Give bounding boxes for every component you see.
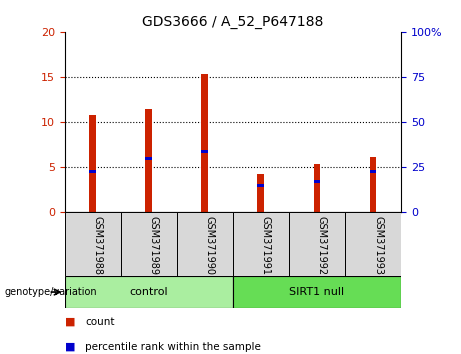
Text: control: control (130, 287, 168, 297)
Text: GSM371990: GSM371990 (205, 216, 215, 275)
Bar (258, 173, 264, 212)
Bar (233, 276, 401, 308)
Text: GSM371991: GSM371991 (261, 216, 271, 275)
Bar (233, 212, 289, 276)
Bar (145, 109, 152, 212)
Bar (65, 276, 233, 308)
Title: GDS3666 / A_52_P647188: GDS3666 / A_52_P647188 (142, 16, 324, 29)
Bar (121, 212, 177, 276)
Text: count: count (85, 317, 115, 327)
Bar (89, 115, 96, 212)
Bar (89, 170, 96, 173)
Text: GSM371993: GSM371993 (373, 216, 383, 275)
Text: percentile rank within the sample: percentile rank within the sample (85, 342, 261, 352)
Text: SIRT1 null: SIRT1 null (290, 287, 344, 297)
Bar (201, 74, 208, 212)
Bar (370, 170, 376, 173)
Text: GSM371988: GSM371988 (93, 216, 103, 275)
Bar (201, 150, 208, 154)
Bar (145, 157, 152, 160)
Bar (258, 184, 264, 187)
Bar (289, 212, 345, 276)
Bar (313, 180, 320, 183)
Bar (65, 212, 121, 276)
Bar (177, 212, 233, 276)
Bar (313, 164, 320, 212)
Bar (345, 212, 401, 276)
Text: GSM371992: GSM371992 (317, 216, 327, 275)
Text: ■: ■ (65, 342, 75, 352)
Text: GSM371989: GSM371989 (148, 216, 159, 275)
Text: genotype/variation: genotype/variation (5, 287, 97, 297)
Bar (370, 157, 376, 212)
Text: ■: ■ (65, 317, 75, 327)
